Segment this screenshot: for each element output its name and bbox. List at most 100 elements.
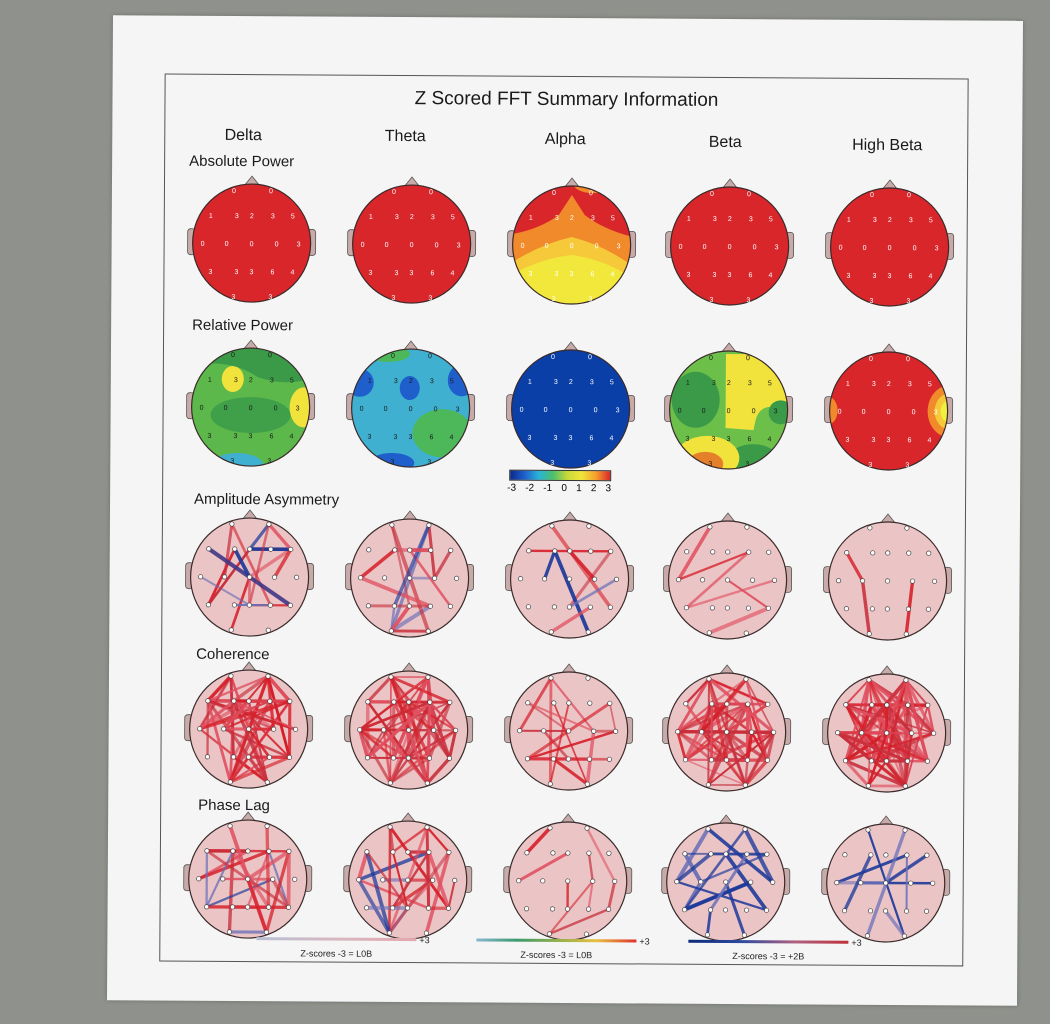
svg-text:5: 5 [769, 216, 773, 223]
svg-text:0: 0 [428, 353, 432, 360]
svg-text:0: 0 [588, 354, 592, 361]
svg-text:1: 1 [209, 213, 213, 220]
svg-text:2: 2 [569, 379, 573, 386]
svg-text:0: 0 [888, 245, 892, 252]
svg-text:4: 4 [610, 271, 614, 278]
svg-text:6: 6 [429, 434, 433, 441]
svg-text:5: 5 [450, 378, 454, 385]
svg-text:1: 1 [686, 380, 690, 387]
head-map-relative-power-theta: 0 0 1 3 2 3 5 0 0 0 0 3 3 3 3 6 4 3 3 [346, 338, 476, 471]
svg-text:0: 0 [391, 353, 395, 360]
svg-text:3: 3 [727, 272, 731, 279]
svg-text:3: 3 [394, 270, 398, 277]
legend-caption: Z-scores -3 = L0B [300, 948, 373, 959]
svg-text:0: 0 [409, 406, 413, 413]
svg-text:0: 0 [913, 245, 917, 252]
legend-max: +3 [639, 936, 650, 947]
legend-max: +3 [419, 934, 430, 945]
report-frame: Z Scored FFT Summary Information Delta T… [159, 73, 969, 967]
svg-text:0: 0 [250, 241, 254, 248]
svg-text:2: 2 [250, 213, 254, 220]
svg-text:0: 0 [907, 192, 911, 199]
svg-text:0: 0 [728, 244, 732, 251]
row-label-absolute-power: Absolute Power [189, 152, 295, 171]
svg-text:0: 0 [703, 244, 707, 251]
svg-text:0: 0 [912, 409, 916, 416]
svg-text:2: 2 [410, 214, 414, 221]
head-map-absolute-power-theta: 0 0 1 3 2 3 5 0 0 0 0 3 3 3 3 6 4 3 3 [347, 174, 477, 307]
svg-text:2: 2 [570, 215, 574, 222]
svg-text:0: 0 [906, 356, 910, 363]
svg-text:0: 0 [839, 245, 843, 252]
svg-text:3: 3 [774, 408, 778, 415]
colorbar-ticks: -3 -2 -1 0 1 2 3 [507, 482, 612, 495]
svg-text:0: 0 [679, 244, 683, 251]
svg-text:5: 5 [768, 380, 772, 387]
svg-text:3: 3 [208, 269, 212, 276]
head-map-phase-lag-delta [183, 809, 313, 942]
band-label-beta: Beta [708, 133, 742, 152]
svg-text:3: 3 [528, 271, 532, 278]
svg-text:0: 0 [545, 243, 549, 250]
head-map-coherence-theta [344, 660, 474, 793]
svg-text:5: 5 [610, 379, 614, 386]
head-map-amplitude-asymmetry-beta [663, 510, 793, 643]
svg-text:3: 3 [554, 271, 558, 278]
svg-text:1: 1 [368, 378, 372, 385]
svg-text:3: 3 [235, 213, 239, 220]
svg-text:0: 0 [544, 407, 548, 414]
svg-text:3: 3 [588, 296, 592, 303]
svg-text:3: 3 [905, 462, 909, 469]
svg-text:2: 2 [887, 381, 891, 388]
svg-text:3: 3 [709, 297, 713, 304]
svg-text:3: 3 [248, 433, 252, 440]
head-map-relative-power-beta: 0 0 1 3 2 3 5 0 0 0 0 3 3 3 3 6 4 3 3 [664, 340, 794, 473]
svg-text:0: 0 [753, 244, 757, 251]
svg-text:3: 3 [390, 459, 394, 466]
svg-text:4: 4 [768, 272, 772, 279]
row-label-relative-power: Relative Power [192, 316, 294, 335]
svg-text:5: 5 [611, 215, 615, 222]
svg-text:3: 3 [270, 377, 274, 384]
svg-text:1: 1 [529, 215, 533, 222]
svg-text:0: 0 [702, 408, 706, 415]
svg-text:0: 0 [569, 407, 573, 414]
svg-text:0: 0 [275, 241, 279, 248]
svg-text:0: 0 [249, 405, 253, 412]
head-map-phase-lag-theta [343, 810, 473, 943]
legend-coherence: +3 Z-scores -3 = L0B [476, 934, 650, 960]
svg-text:0: 0 [551, 354, 555, 361]
svg-text:0: 0 [727, 408, 731, 415]
svg-text:3: 3 [555, 215, 559, 222]
svg-text:0: 0 [870, 192, 874, 199]
svg-text:4: 4 [290, 269, 294, 276]
svg-text:6: 6 [590, 271, 594, 278]
svg-text:3: 3 [527, 435, 531, 442]
svg-text:3: 3 [617, 243, 621, 250]
svg-text:3: 3 [249, 269, 253, 276]
svg-text:0: 0 [361, 242, 365, 249]
svg-text:3: 3 [685, 436, 689, 443]
svg-text:6: 6 [748, 272, 752, 279]
head-map-absolute-power-high-beta: 0 0 1 3 2 3 5 0 0 0 0 3 3 3 3 6 4 3 3 [825, 177, 955, 310]
legend-phase-lag: +3 Z-scores -3 = +2B [688, 936, 862, 962]
svg-text:3: 3 [430, 378, 434, 385]
svg-text:1: 1 [208, 377, 212, 384]
svg-text:4: 4 [609, 435, 613, 442]
svg-text:2: 2 [888, 217, 892, 224]
legend-max: +3 [851, 937, 862, 948]
svg-text:3: 3 [712, 380, 716, 387]
svg-text:4: 4 [928, 273, 932, 280]
svg-text:3: 3 [428, 295, 432, 302]
svg-text:3: 3 [708, 461, 712, 468]
svg-text:3: 3 [207, 433, 211, 440]
svg-text:5: 5 [929, 217, 933, 224]
svg-text:3: 3 [233, 433, 237, 440]
svg-text:6: 6 [270, 269, 274, 276]
svg-text:3: 3 [746, 297, 750, 304]
svg-text:1: 1 [687, 216, 691, 223]
svg-text:1: 1 [528, 379, 532, 386]
svg-text:0: 0 [224, 405, 228, 412]
svg-text:1: 1 [369, 214, 373, 221]
svg-text:0: 0 [429, 189, 433, 196]
